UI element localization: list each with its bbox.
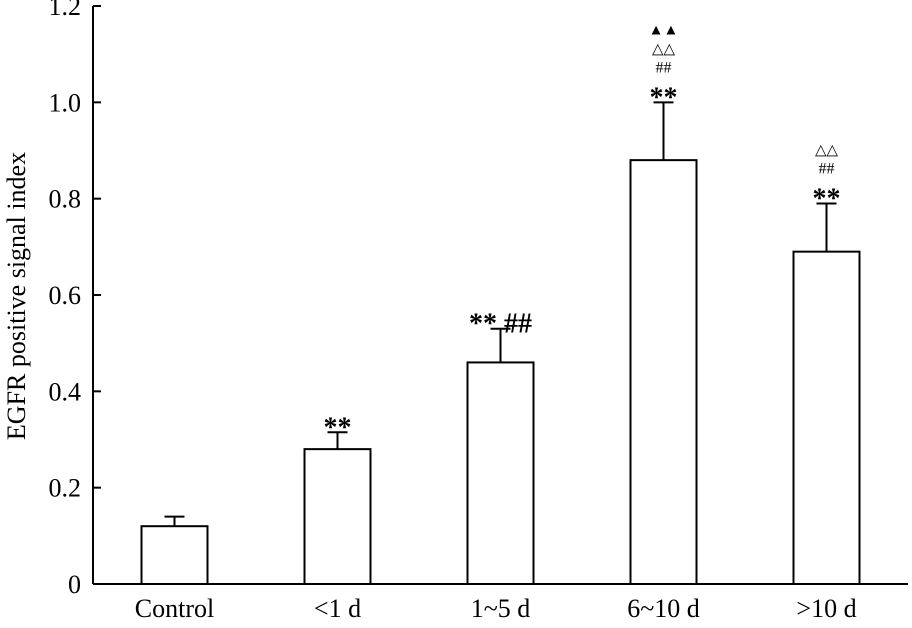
labels-group: Control <1 d ** 1~5 d ** ## 6~10 d ** ## △△ ▲▲ >10… xyxy=(135,22,857,623)
significance-annotation: ▲▲ xyxy=(649,22,679,38)
axes: 0 0.2 0.4 0.6 0.8 1.0 1.2 xyxy=(49,0,908,599)
bar xyxy=(303,448,372,585)
bar xyxy=(629,159,698,585)
y-tick-label: 0.8 xyxy=(49,185,82,214)
y-tick-label: 0.2 xyxy=(49,474,82,503)
x-tick-label: <1 d xyxy=(314,594,361,623)
y-tick-label: 1.0 xyxy=(49,88,82,117)
significance-annotation: ** xyxy=(324,412,352,443)
significance-annotation: ## xyxy=(819,160,835,177)
significance-annotation: ## xyxy=(656,59,672,76)
bars-group xyxy=(140,101,861,586)
y-tick-label: 1.2 xyxy=(49,0,82,21)
y-axis-label: EGFR positive signal index xyxy=(2,152,31,440)
significance-annotation: ** xyxy=(813,183,841,214)
y-tick-label: 0 xyxy=(68,570,81,599)
bar xyxy=(792,250,861,585)
x-tick-label: Control xyxy=(135,594,214,623)
x-tick-label: >10 d xyxy=(796,594,856,623)
y-tick-label: 0.4 xyxy=(49,377,82,406)
y-tick-label: 0.6 xyxy=(49,281,82,310)
significance-annotation: △△ xyxy=(815,142,839,158)
y-axis-label-group: EGFR positive signal index xyxy=(2,152,31,440)
bar xyxy=(466,361,535,585)
significance-annotation: ** ## xyxy=(469,309,532,340)
x-tick-label: 6~10 d xyxy=(627,594,700,623)
x-tick-label: 1~5 d xyxy=(471,594,531,623)
significance-annotation: ** xyxy=(650,82,678,113)
bar xyxy=(140,525,209,586)
significance-annotation: △△ xyxy=(652,41,676,57)
